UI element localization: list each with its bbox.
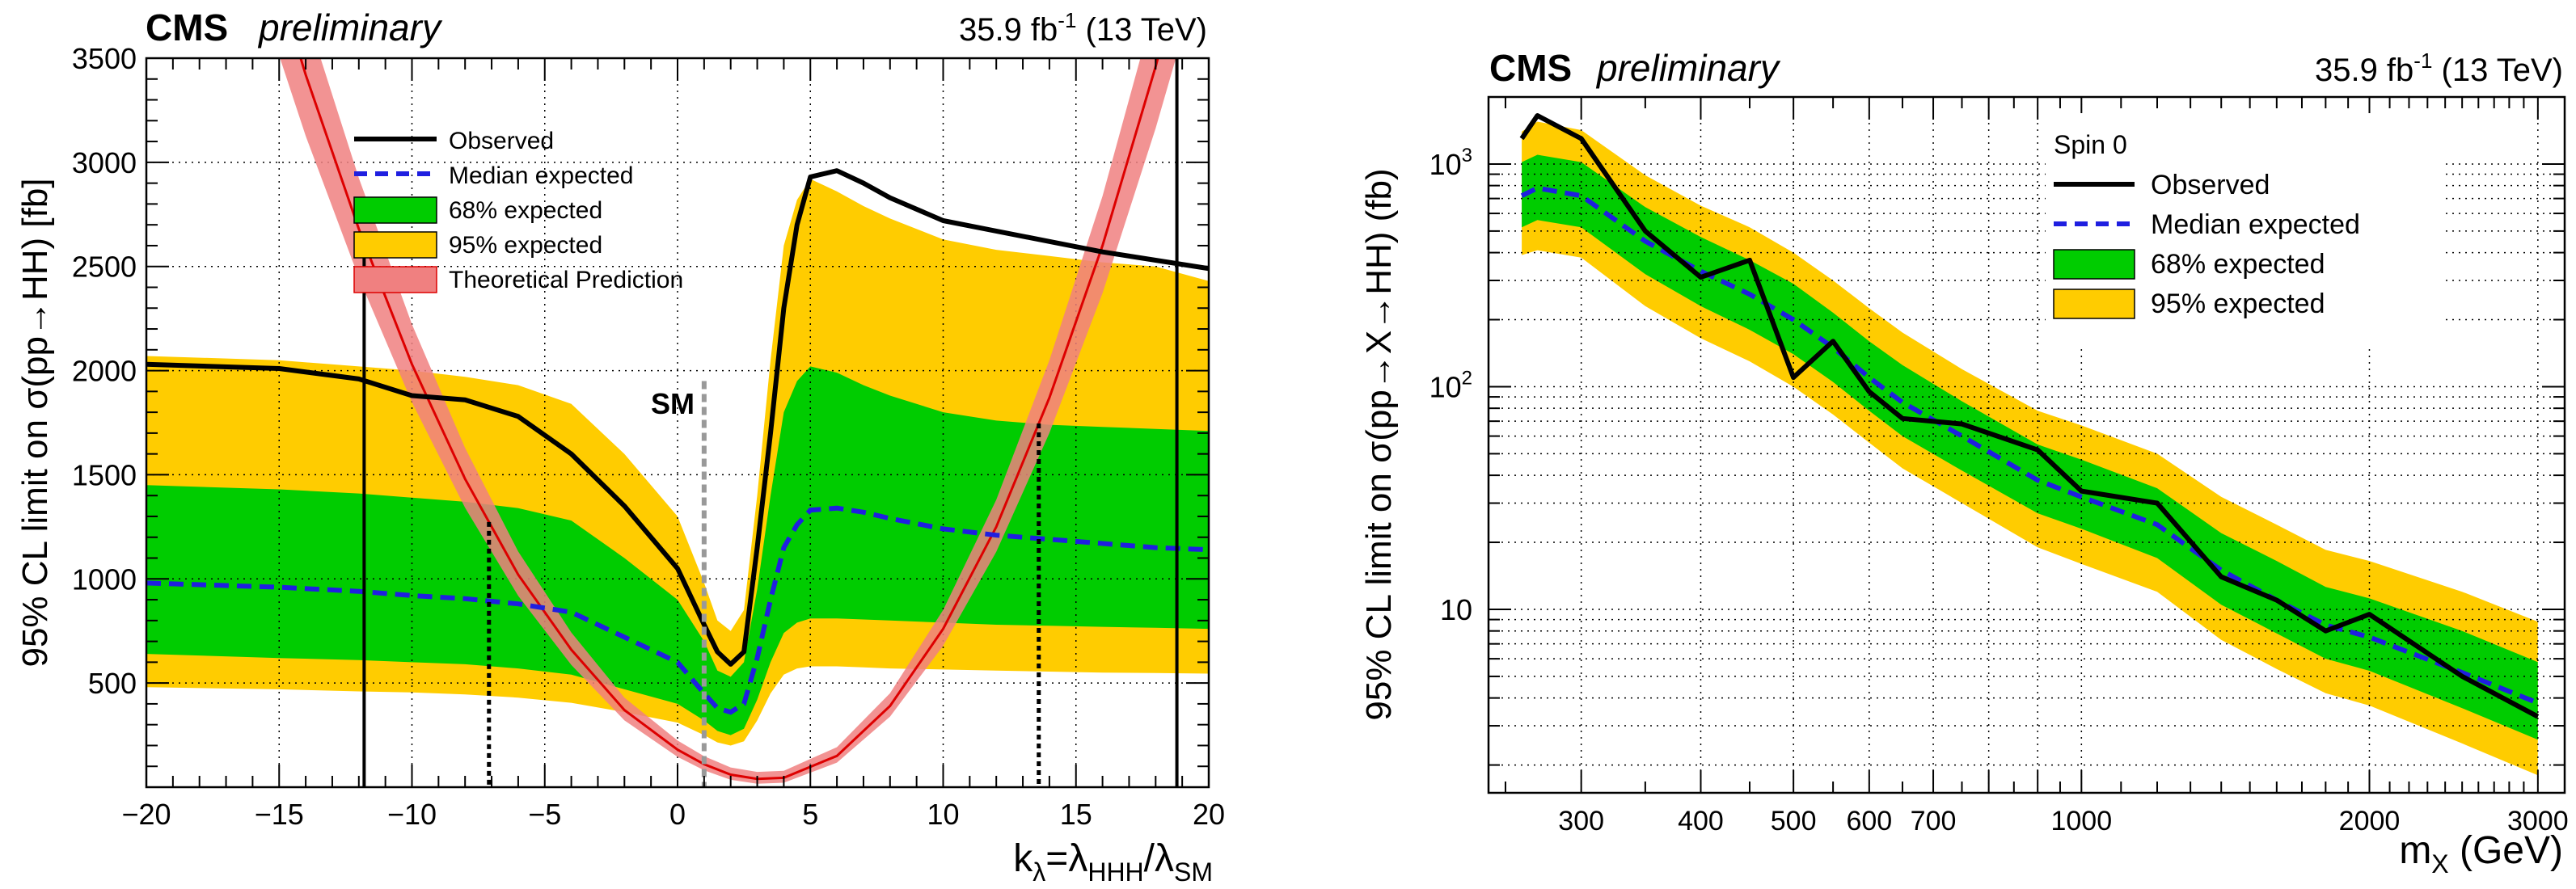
right-cms-label: CMS (1489, 47, 1572, 89)
left-bands-layer (146, 179, 1209, 746)
left-lumi-energy: (13 TeV) (1086, 12, 1207, 48)
observed-line (146, 168, 1209, 667)
y-tick-label: 10 (1440, 593, 1472, 626)
legend-theory-label: Theoretical Prediction (449, 267, 683, 293)
left-x-axis-label: kλ=λHHH/λSM (1013, 837, 1213, 887)
right-legend: Spin 0 Observed Median expected 68% expe… (2046, 113, 2442, 348)
left-lumi-value: 35.9 fb (959, 12, 1058, 48)
theory-curve (299, 58, 1159, 781)
left-lumi-energy-space (1076, 12, 1085, 48)
left-legend: Observed Median expected 68% expected 95… (353, 128, 683, 293)
right-plot-frame (1487, 95, 2566, 794)
x-tick-label: −20 (121, 798, 171, 831)
x-tick-label: 20 (1193, 798, 1225, 831)
y-tick-base: 10 (1429, 148, 1462, 181)
y-tick-exponent: 3 (1462, 145, 1472, 166)
theory-band (280, 58, 1176, 784)
y-tick-label: 1500 (72, 458, 137, 491)
left-preliminary-label: preliminary (257, 6, 443, 48)
right-legend-expected-label: Median expected (2151, 209, 2360, 240)
right-lumi-sup: -1 (2413, 48, 2432, 73)
x-tick-label: 1000 (2050, 806, 2112, 836)
right-legend-band68-swatch (2053, 249, 2135, 280)
y-tick-label: 2000 (72, 355, 137, 388)
legend-band68-swatch (353, 196, 437, 224)
observed-line (1519, 113, 2540, 719)
left-grid (146, 58, 1209, 787)
y-tick-label: 500 (88, 667, 137, 700)
x-tick-label: 600 (1846, 806, 1892, 836)
right-lumi-energy: (13 TeV) (2442, 53, 2563, 88)
y-tick-base: 10 (1440, 593, 1472, 626)
x-tick-label: −5 (528, 798, 561, 831)
left-chart: −20 −15 −10 −5 0 5 10 15 20 500 1000 1500 2000 2500 30… (15, 6, 1225, 887)
left-cms-label: CMS (146, 6, 228, 48)
left-lumi-sup: -1 (1058, 8, 1076, 32)
left-xlabel-eq: =λ (1045, 837, 1087, 880)
left-xlabel-hhh-sub: HHH (1087, 857, 1143, 887)
left-lumi-label: 35.9 fb-1 (13 TeV) (959, 8, 1207, 48)
legend-expected-label: Median expected (449, 162, 634, 189)
y-tick-base: 10 (1429, 370, 1462, 403)
x-tick-label: 500 (1771, 806, 1817, 836)
x-tick-label: 10 (927, 798, 959, 831)
legend-band95-swatch (353, 231, 437, 259)
legend-band68-label: 68% expected (449, 197, 602, 224)
x-tick-label: 400 (1678, 806, 1724, 836)
y-tick-label: 103 (1429, 145, 1472, 181)
right-x-axis-label: mX (GeV) (2399, 829, 2563, 878)
right-legend-observed-label: Observed (2151, 170, 2270, 200)
right-preliminary-label: preliminary (1595, 47, 1781, 89)
right-legend-band68-label: 68% expected (2151, 249, 2325, 280)
left-xlabel-k-sub: λ (1033, 857, 1045, 887)
x-tick-label: −15 (255, 798, 304, 831)
legend-observed-label: Observed (449, 128, 554, 154)
right-y-axis-label: 95% CL limit on σ(pp→X→HH) (fb) (1359, 168, 1399, 720)
x-tick-label: 15 (1060, 798, 1092, 831)
right-lumi-label: 35.9 fb-1 (13 TeV) (2315, 48, 2563, 88)
y-tick-label: 3000 (72, 146, 137, 179)
y-tick-label: 2500 (72, 251, 137, 284)
left-xlabel-sm-sub: SM (1174, 857, 1213, 887)
median-expected-line (146, 505, 1209, 715)
right-lumi-energy-space (2432, 53, 2441, 88)
right-xlabel-m: m (2399, 829, 2431, 872)
y-tick-label: 1000 (72, 562, 137, 596)
right-lines-layer (1519, 113, 2540, 719)
y-tick-label: 102 (1429, 367, 1472, 403)
left-sm-label: SM (651, 387, 695, 420)
x-tick-label: 3000 (2507, 806, 2569, 836)
left-y-axis-label: 95% CL limit on σ(pp→HH) [fb] (15, 178, 55, 667)
left-lines-layer (146, 58, 1209, 787)
left-xlabel-slash: /λ (1144, 837, 1174, 880)
left-xlabel-k: k (1013, 837, 1033, 880)
legend-band95-label: 95% expected (449, 232, 602, 259)
right-xlabel-unit: (GeV) (2449, 829, 2563, 872)
right-legend-band95-label: 95% expected (2151, 289, 2325, 319)
x-tick-label: 300 (1558, 806, 1604, 836)
x-tick-label: 2000 (2339, 806, 2401, 836)
x-tick-label: 5 (802, 798, 818, 831)
legend-theory-swatch (353, 266, 437, 293)
right-lumi-value: 35.9 fb (2315, 53, 2413, 88)
y-tick-label: 3500 (72, 42, 137, 75)
y-tick-exponent: 2 (1462, 367, 1472, 389)
band-68-expected (146, 366, 1209, 735)
x-tick-label: −10 (387, 798, 437, 831)
x-tick-label: 0 (669, 798, 686, 831)
x-tick-label: 700 (1911, 806, 1957, 836)
left-axes: −20 −15 −10 −5 0 5 10 15 20 500 1000 1500 2000 2500 30… (72, 42, 1225, 831)
right-legend-band95-swatch (2053, 289, 2135, 319)
right-legend-header: Spin 0 (2054, 130, 2127, 159)
right-xlabel-m-sub: X (2431, 849, 2448, 878)
